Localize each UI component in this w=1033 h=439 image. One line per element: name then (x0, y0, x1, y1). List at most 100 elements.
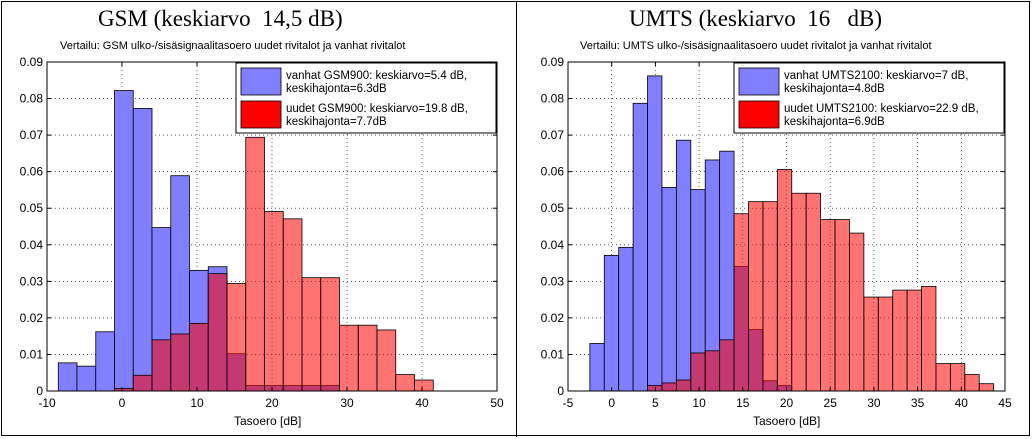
gsm-chart-subtitle: Vertailu: GSM ulko-/sisäsignaalitasoero … (60, 40, 406, 52)
gsm-y-tick-label: 0.05 (20, 201, 44, 215)
gsm-chart: -10 0 10 20 30 40 5000.010.020.030.040.050.060… (20, 55, 504, 410)
umts-bar (820, 219, 836, 392)
umts-x-tick-label: 45 (998, 396, 1012, 410)
umts-x-tick-label: 30 (867, 396, 881, 410)
umts-bar (675, 379, 692, 392)
gsm-y-tick-label: 0.08 (20, 92, 44, 106)
umts-x-tick-label: 0 (608, 396, 615, 410)
umts-y-tick-label: 0 (557, 384, 564, 398)
gsm-bar (114, 90, 134, 392)
gsm-bar (132, 374, 153, 392)
umts-x-tick-label: 40 (955, 396, 969, 410)
umts-bar (748, 201, 764, 392)
umts-bar (964, 374, 980, 392)
gsm-y-tick-label: 0.04 (20, 238, 44, 252)
umts-bar (733, 213, 749, 392)
umts-legend-swatch (738, 100, 780, 129)
umts-bar (849, 232, 865, 392)
umts-bar (935, 363, 951, 392)
umts-y-tick-label: 0.05 (541, 201, 565, 215)
gsm-x-tick-label: -10 (38, 396, 56, 410)
umts-panel-title: UMTS (keskiarvo 16 dB) (629, 6, 882, 31)
gsm-bar (189, 322, 209, 392)
gsm-x-tick-label: 30 (340, 396, 354, 410)
gsm-bar (357, 324, 378, 392)
umts-bar (675, 139, 692, 392)
gsm-x-tick-label: 40 (415, 396, 429, 410)
gsm-x-tick-label: 50 (490, 396, 504, 410)
umts-bar (791, 192, 807, 392)
umts-chart-subtitle: Vertailu: UMTS ulko-/sisäsignaalitasoero… (580, 40, 932, 52)
gsm-y-tick-label: 0.07 (20, 128, 44, 142)
umts-bar (632, 102, 648, 392)
gsm-bar (339, 324, 359, 392)
umts-y-tick-label: 0.07 (541, 128, 565, 142)
umts-bar (589, 343, 605, 392)
umts-bar (863, 296, 879, 392)
umts-bar (704, 350, 721, 392)
umts-legend-label: keskihajonta=6.9dB (784, 116, 885, 128)
umts-bar (719, 339, 735, 392)
gsm-bar (395, 374, 415, 392)
gsm-legend-label: keskihajonta=6.3dB (286, 83, 387, 95)
umts-legend-label: keskihajonta=4.8dB (784, 83, 885, 95)
gsm-x-tick-label: 0 (119, 396, 126, 410)
gsm-bar (264, 211, 284, 392)
gsm-bar (320, 277, 340, 392)
umts-y-tick-label: 0.08 (541, 92, 565, 106)
umts-bar (978, 383, 995, 392)
umts-bar (892, 289, 908, 392)
gsm-legend-label: keskihajonta=7.7dB (286, 116, 387, 128)
gsm-y-tick-label: 0.02 (20, 311, 44, 325)
gsm-x-tick-label: 20 (265, 396, 279, 410)
gsm-legend-label: uudet GSM900: keskiarvo=19.8 dB, (286, 103, 468, 115)
umts-x-tick-label: 15 (736, 396, 750, 410)
umts-bar (661, 382, 677, 392)
umts-legend-label: vanhat UMTS2100: keskiarvo=7 dB, (784, 70, 968, 82)
gsm-legend-swatch (240, 67, 282, 96)
umts-x-tick-label: -5 (563, 396, 574, 410)
umts-bar (877, 296, 894, 392)
umts-bar (618, 246, 634, 392)
umts-y-tick-label: 0.04 (541, 238, 565, 252)
umts-bar (921, 286, 937, 392)
gsm-series-uudet-bars (114, 136, 434, 392)
gsm-y-tick-label: 0 (36, 384, 43, 398)
umts-bar (647, 385, 663, 392)
gsm-legend-label: vanhat GSM900: keskiarvo=5.4 dB, (286, 70, 467, 82)
umts-series-vanhat-bars (589, 75, 793, 392)
gsm-bar (414, 379, 434, 392)
gsm-bar (76, 365, 97, 392)
umts-bar (906, 289, 922, 392)
umts-bar (949, 363, 966, 392)
gsm-bar (151, 339, 172, 392)
gsm-y-tick-label: 0.03 (20, 274, 44, 288)
gsm-bar (282, 218, 303, 392)
gsm-bar (170, 333, 190, 392)
umts-bar (690, 352, 706, 392)
gsm-bar (245, 136, 265, 392)
umts-x-tick-label: 25 (824, 396, 838, 410)
umts-x-tick-label: 35 (911, 396, 925, 410)
gsm-x-axis-label: Tasoero [dB] (234, 414, 302, 428)
umts-x-tick-label: 10 (692, 396, 706, 410)
gsm-bar (57, 362, 78, 392)
umts-legend-label: uudet UMTS2100: keskiarvo=22.9 dB, (784, 103, 979, 115)
umts-bar (661, 186, 677, 392)
umts-x-axis-label: Tasoero [dB] (753, 414, 821, 428)
gsm-bar (301, 277, 322, 392)
umts-x-tick-label: 5 (652, 396, 659, 410)
umts-legend-swatch (738, 67, 780, 96)
gsm-y-tick-label: 0.09 (20, 55, 44, 69)
umts-series-uudet-bars (647, 169, 995, 392)
gsm-bar (132, 108, 153, 392)
umts-y-tick-label: 0.02 (541, 311, 565, 325)
gsm-bar (226, 283, 247, 392)
umts-y-tick-label: 0.09 (541, 55, 565, 69)
umts-bar (603, 254, 620, 392)
gsm-bar (95, 331, 115, 392)
gsm-y-tick-label: 0.01 (20, 347, 44, 361)
umts-bar (647, 75, 663, 392)
